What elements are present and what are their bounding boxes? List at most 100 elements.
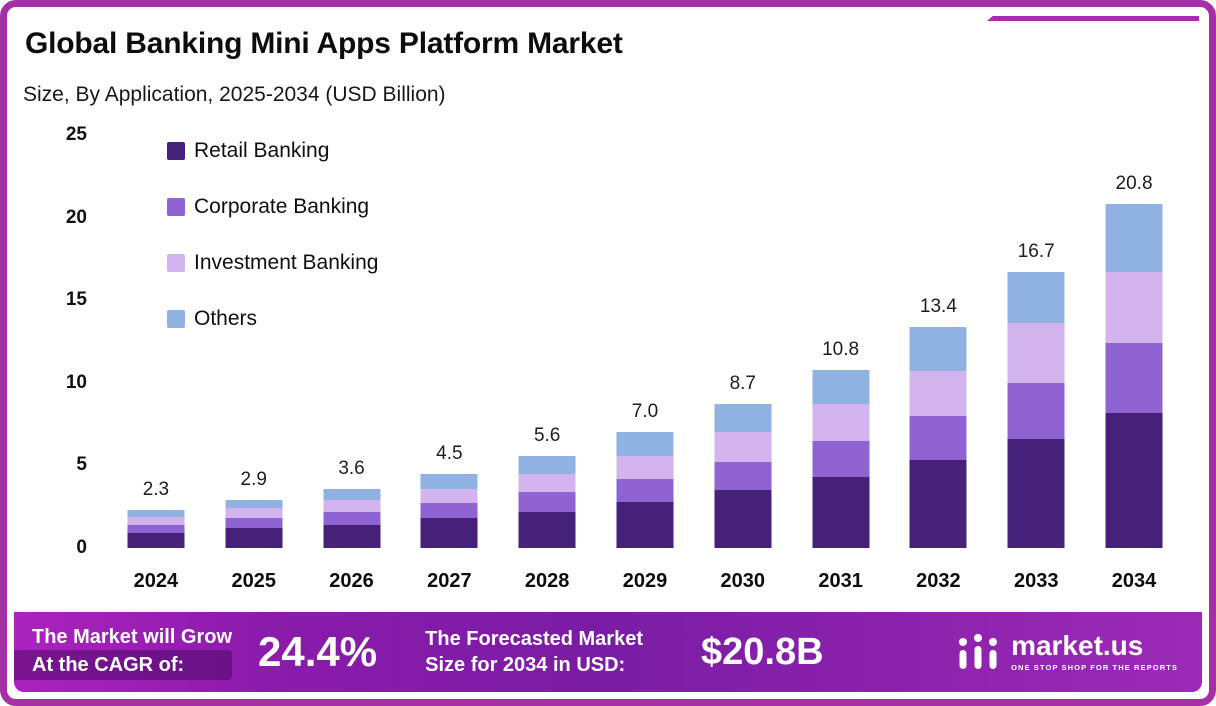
bar-column-2026: 3.6 2026 [303, 135, 401, 592]
bar-segment-retail-banking [518, 511, 576, 548]
bar-stack [127, 509, 185, 548]
legend-item-corporate-banking: Corporate Banking [167, 195, 378, 219]
bar-segment-retail-banking [616, 501, 674, 548]
bar-segment-others [1007, 272, 1065, 324]
bar-segment-others [518, 455, 576, 474]
bar-stack [812, 369, 870, 548]
bar-segment-corporate-banking [1105, 343, 1163, 413]
cagr-label-line2: At the CAGR of: [14, 650, 233, 680]
bar-segment-investment-banking [714, 432, 772, 463]
bar-total-label: 2.9 [240, 469, 267, 491]
page-title: Global Banking Mini Apps Platform Market [25, 27, 623, 60]
x-axis-label: 2027 [427, 570, 472, 592]
brand-name: market.us [1011, 630, 1144, 661]
bar-segment-retail-banking [812, 477, 870, 548]
bar-segment-retail-banking [714, 490, 772, 548]
x-axis-label: 2028 [524, 570, 570, 592]
bar-segment-investment-banking [909, 371, 967, 416]
legend-swatch-retail-banking [167, 142, 185, 160]
bar-segment-investment-banking [323, 500, 381, 512]
bar-column-2032: 13.4 2032 [890, 135, 988, 592]
legend-label: Investment Banking [194, 251, 379, 274]
brand-text: market.us ONE STOP SHOP FOR THE REPORTS [1011, 630, 1178, 673]
x-axis-label: 2025 [231, 570, 276, 592]
bar-segment-corporate-banking [909, 415, 967, 461]
legend-swatch-investment-banking [167, 254, 185, 272]
x-axis-label: 2031 [818, 570, 863, 592]
bar-column-2031: 10.8 2031 [792, 135, 890, 592]
bar-segment-others [1105, 204, 1163, 273]
y-tick-label: 10 [65, 371, 87, 393]
frame-corner-notch [987, 7, 1199, 21]
bar-segment-corporate-banking [420, 503, 478, 519]
bar-segment-others [909, 326, 967, 372]
bar-total-label: 13.4 [919, 295, 957, 317]
x-axis-label: 2032 [916, 570, 961, 592]
legend-swatch-others [167, 310, 185, 328]
bar-total-label: 7.0 [631, 401, 659, 423]
bar-segment-others [225, 500, 283, 509]
bar-total-label: 5.6 [533, 424, 561, 446]
brand-tagline: ONE STOP SHOP FOR THE REPORTS [1011, 663, 1178, 672]
cagr-label: The Market will Grow At the CAGR of: [14, 624, 233, 680]
y-tick-label: 25 [65, 124, 87, 145]
bar-segment-retail-banking [225, 528, 283, 548]
bar-stack [323, 488, 381, 548]
bar-total-label: 16.7 [1017, 241, 1055, 263]
bar-segment-investment-banking [1105, 272, 1163, 344]
bar-total-label: 8.7 [729, 373, 756, 395]
page-subtitle: Size, By Application, 2025-2034 (USD Bil… [23, 83, 446, 106]
x-axis-label: 2029 [622, 570, 668, 592]
bar-segment-retail-banking [323, 524, 381, 548]
bar-segment-corporate-banking [518, 491, 576, 512]
legend-item-investment-banking: Investment Banking [167, 251, 378, 275]
legend: Retail Banking Corporate Banking Investmen… [167, 139, 378, 331]
legend-swatch-corporate-banking [167, 198, 185, 216]
bar-segment-retail-banking [420, 518, 478, 548]
bar-stack [616, 432, 674, 548]
bar-segment-retail-banking [1007, 439, 1065, 548]
bar-segment-corporate-banking [616, 478, 674, 502]
bar-segment-corporate-banking [127, 524, 185, 534]
bar-column-2029: 7.0 2029 [596, 135, 694, 592]
bar-segment-others [420, 473, 478, 489]
bar-segment-retail-banking [1105, 412, 1163, 548]
market-us-icon [959, 634, 998, 669]
bar-stack [1105, 204, 1163, 548]
bar-segment-others [812, 369, 870, 405]
bar-column-2024: 2.3 2024 [107, 135, 205, 592]
bar-segment-investment-banking [518, 473, 576, 492]
bar-total-label: 4.5 [436, 442, 463, 464]
y-tick-label: 0 [76, 537, 87, 558]
forecast-value: $20.8B [701, 630, 824, 673]
forecast-label-line2: Size for 2034 in USD: [425, 654, 626, 676]
bar-segment-corporate-banking [323, 511, 381, 525]
bar-segment-corporate-banking [812, 440, 870, 477]
forecast-label-line1: The Forecasted Market [425, 628, 643, 650]
legend-label: Corporate Banking [194, 195, 370, 218]
bar-segment-investment-banking [127, 516, 185, 525]
bar-segment-retail-banking [127, 533, 185, 548]
bar-segment-others [323, 488, 381, 501]
brand-logo: market.us ONE STOP SHOP FOR THE REPORTS [955, 632, 1178, 672]
forecast-label: The Forecasted Market Size for 2034 in U… [425, 626, 643, 678]
bar-segment-others [127, 509, 185, 517]
bar-segment-corporate-banking [225, 518, 283, 529]
bar-column-2034: 20.8 2034 [1085, 135, 1183, 592]
bar-segment-investment-banking [812, 404, 870, 441]
footer-banner: The Market will Grow At the CAGR of: 24.… [14, 612, 1202, 692]
y-tick-label: 15 [65, 289, 87, 311]
legend-item-retail-banking: Retail Banking [167, 139, 378, 163]
y-tick-label: 5 [76, 454, 87, 476]
bar-stack [909, 326, 967, 548]
bar-segment-investment-banking [420, 488, 478, 504]
x-axis-label: 2030 [720, 570, 766, 592]
bar-stack [714, 404, 772, 548]
bar-column-2033: 16.7 2033 [987, 135, 1085, 592]
legend-item-others: Others [167, 307, 378, 331]
bar-stack [1007, 272, 1065, 548]
bar-total-label: 20.8 [1115, 173, 1153, 195]
bar-segment-others [714, 404, 772, 433]
bar-stack [420, 473, 478, 548]
